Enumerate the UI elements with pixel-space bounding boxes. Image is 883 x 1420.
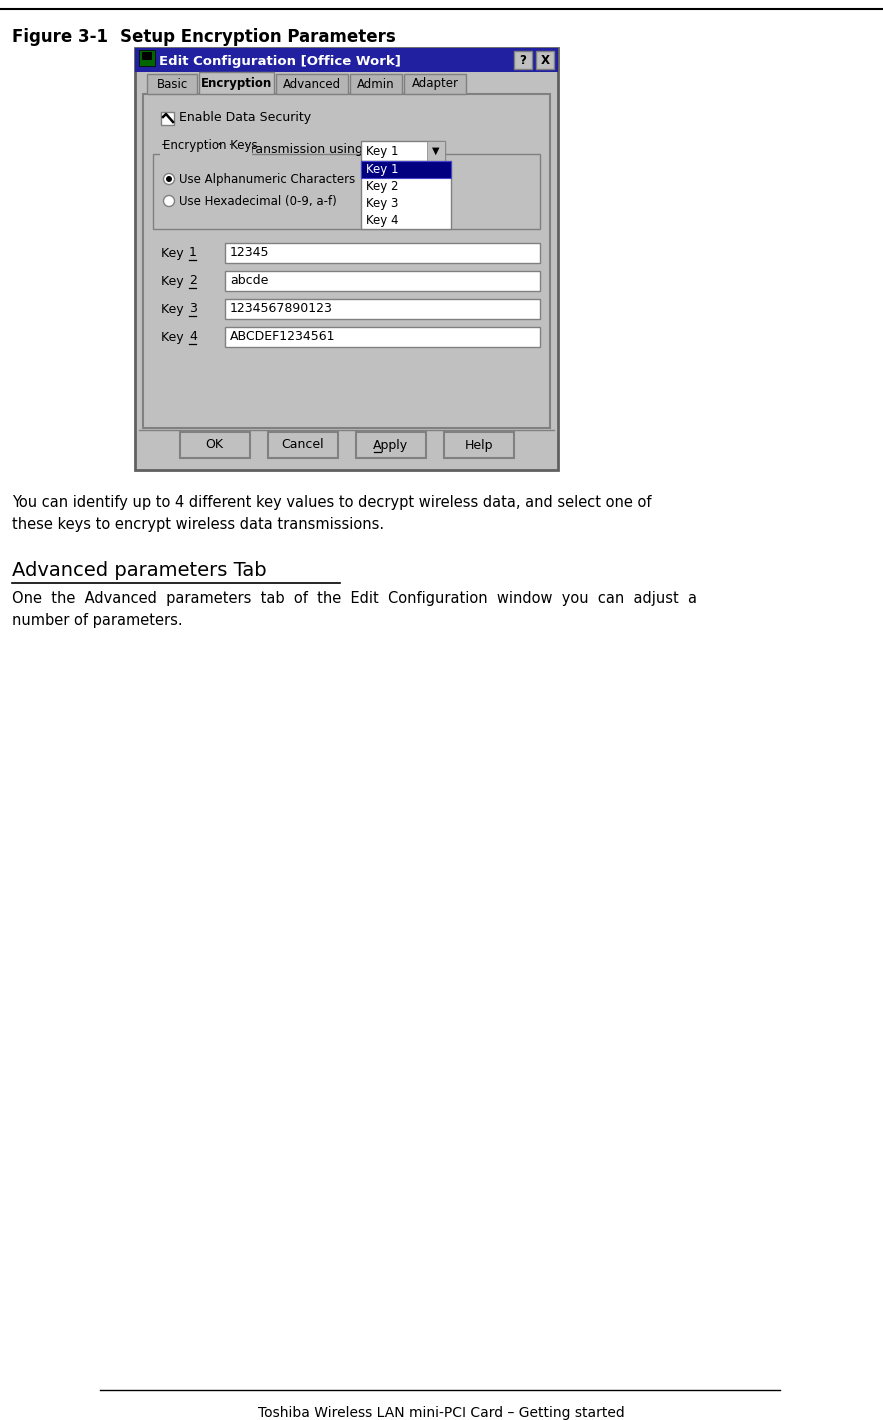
Text: Key 1: Key 1 [366,145,398,158]
Text: Use Alphanumeric Characters: Use Alphanumeric Characters [179,172,355,186]
Text: Key: Key [161,302,187,315]
Text: Help: Help [464,439,493,452]
Text: ▼: ▼ [433,146,440,156]
Bar [443,432,514,459]
Text: Advanced parameters Tab: Advanced parameters Tab [12,561,267,579]
Bar [161,112,174,125]
Text: 1234567890123: 1234567890123 [230,302,333,315]
Text: Key: Key [161,247,187,260]
Text: One  the  Advanced  parameters  tab  of  the  Edit  Configuration  window  you  : One the Advanced parameters tab of the E… [12,591,697,606]
Text: X: X [540,54,549,67]
Text: Key: Key [161,274,187,287]
Bar [143,94,550,427]
Text: OK: OK [206,439,223,452]
Text: Use Hexadecimal (0-9, a-f): Use Hexadecimal (0-9, a-f) [179,195,336,207]
Text: Setup Encryption Parameters: Setup Encryption Parameters [120,28,396,45]
Bar [268,432,337,459]
Text: 12345: 12345 [230,247,269,260]
Text: 3: 3 [189,302,197,315]
Text: Admin: Admin [358,78,395,91]
Text: Toshiba Wireless LAN mini-PCI Card – Getting started: Toshiba Wireless LAN mini-PCI Card – Get… [258,1406,624,1420]
Bar [199,72,274,94]
Bar [361,160,451,229]
FancyBboxPatch shape [160,145,252,158]
Text: Adapter: Adapter [411,78,458,91]
Text: Key 3: Key 3 [366,197,398,210]
Bar [139,50,155,65]
Text: ABCDEF1234561: ABCDEF1234561 [230,331,336,344]
Text: 4: 4 [189,331,197,344]
Text: Encryption: Encryption [200,77,272,89]
Text: Edit Configuration [Office Work]: Edit Configuration [Office Work] [159,55,401,68]
Bar [225,300,540,320]
Text: ?: ? [519,54,526,67]
Text: Key: Key [161,331,187,344]
Text: Encrypt data transmission using: Encrypt data transmission using [161,142,363,156]
Bar [225,327,540,346]
Text: 1: 1 [189,247,197,260]
Text: Encryption Keys: Encryption Keys [163,139,258,152]
Bar [153,153,540,229]
Bar [276,74,348,94]
Text: Figure 3-1: Figure 3-1 [12,28,108,45]
Bar [536,51,554,70]
Bar [142,53,152,60]
Text: Enable Data Security: Enable Data Security [179,112,311,125]
Bar [404,74,466,94]
Bar [147,74,197,94]
Text: Apply: Apply [373,439,408,452]
Text: Cancel: Cancel [281,439,324,452]
Bar [361,141,445,160]
Text: You can identify up to 4 different key values to decrypt wireless data, and sele: You can identify up to 4 different key v… [12,496,652,510]
Bar [225,243,540,263]
Circle shape [163,196,175,206]
Bar [356,432,426,459]
Text: Key 4: Key 4 [366,214,398,227]
Text: Basic: Basic [156,78,187,91]
Text: Key 1: Key 1 [366,163,398,176]
Text: Advanced: Advanced [283,78,341,91]
Text: Key 2: Key 2 [366,180,398,193]
Bar [350,74,402,94]
Bar [514,51,532,70]
Bar [361,160,451,178]
Text: abcde: abcde [230,274,268,287]
Text: 2: 2 [189,274,197,287]
Circle shape [166,176,172,182]
Bar [179,432,250,459]
Bar [225,271,540,291]
Bar [135,48,558,470]
Bar [427,141,445,160]
Circle shape [163,173,175,185]
Bar [135,48,558,72]
Text: these keys to encrypt wireless data transmissions.: these keys to encrypt wireless data tran… [12,517,384,532]
Text: number of parameters.: number of parameters. [12,613,183,628]
